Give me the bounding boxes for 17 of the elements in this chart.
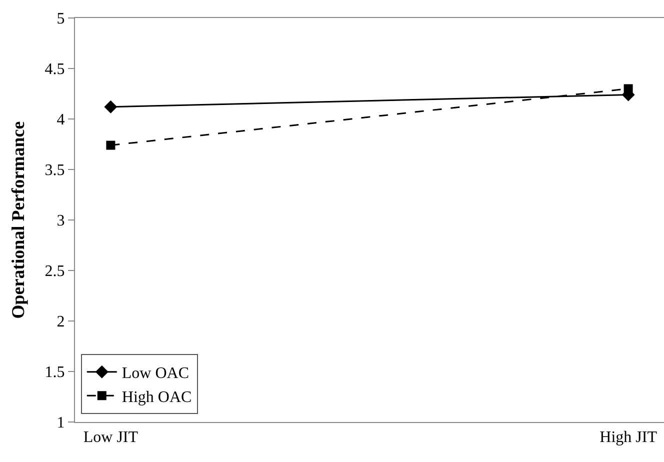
- y-tick-label: 4.5: [44, 61, 65, 78]
- y-tick-label: 2: [56, 314, 65, 331]
- point: [104, 100, 118, 114]
- point: [106, 140, 116, 150]
- x-tick-label: Low JIT: [83, 429, 138, 446]
- y-tick-label: 4: [56, 112, 65, 129]
- y-tick-label: 3: [56, 212, 65, 230]
- legend-label: Low OAC: [122, 365, 189, 382]
- y-tick-label: 5: [56, 10, 65, 28]
- x-tick-label: High JIT: [600, 429, 658, 446]
- y-tick-label: 2.5: [44, 263, 65, 280]
- y-axis-title: Operational Performance: [8, 121, 28, 319]
- y-tick-label: 1.5: [44, 364, 65, 382]
- point: [624, 84, 633, 94]
- y-tick-label: 1: [56, 414, 65, 432]
- legend-label: High OAC: [122, 388, 192, 406]
- y-tick-label: 3.5: [44, 162, 65, 180]
